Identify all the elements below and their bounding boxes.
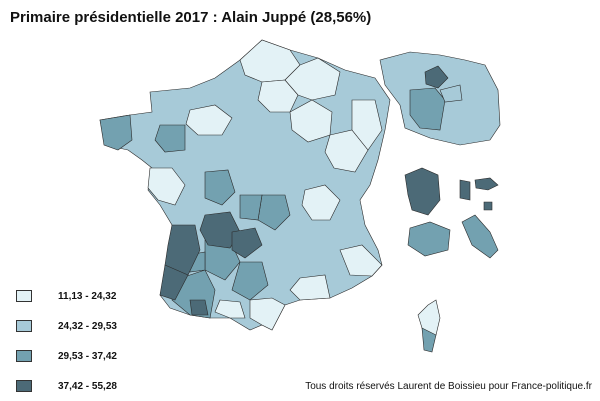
legend-item: 11,13 - 24,32 [16, 281, 117, 311]
legend-swatch [16, 350, 32, 362]
copyright-credit: Tous droits réservés Laurent de Boissieu… [305, 381, 592, 392]
overseas-islands [404, 167, 499, 259]
legend-swatch [16, 290, 32, 302]
ile-de-france-inset [379, 51, 501, 146]
legend-swatch [16, 380, 32, 392]
corsica [417, 299, 441, 353]
legend-item: 37,42 - 55,28 [16, 371, 117, 401]
legend-item: 29,53 - 37,42 [16, 341, 117, 371]
legend-label: 11,13 - 24,32 [58, 290, 117, 302]
legend-label: 24,32 - 29,53 [58, 320, 117, 332]
legend-swatch [16, 320, 32, 332]
legend-label: 37,42 - 55,28 [58, 380, 117, 392]
light-departments [147, 39, 383, 331]
legend-item: 24,32 - 29,53 [16, 311, 117, 341]
map-title: Primaire présidentielle 2017 : Alain Jup… [10, 9, 372, 26]
legend: 11,13 - 24,32 24,32 - 29,53 29,53 - 37,4… [16, 281, 117, 401]
legend-label: 29,53 - 37,42 [58, 350, 117, 362]
dark-departments [159, 211, 263, 316]
